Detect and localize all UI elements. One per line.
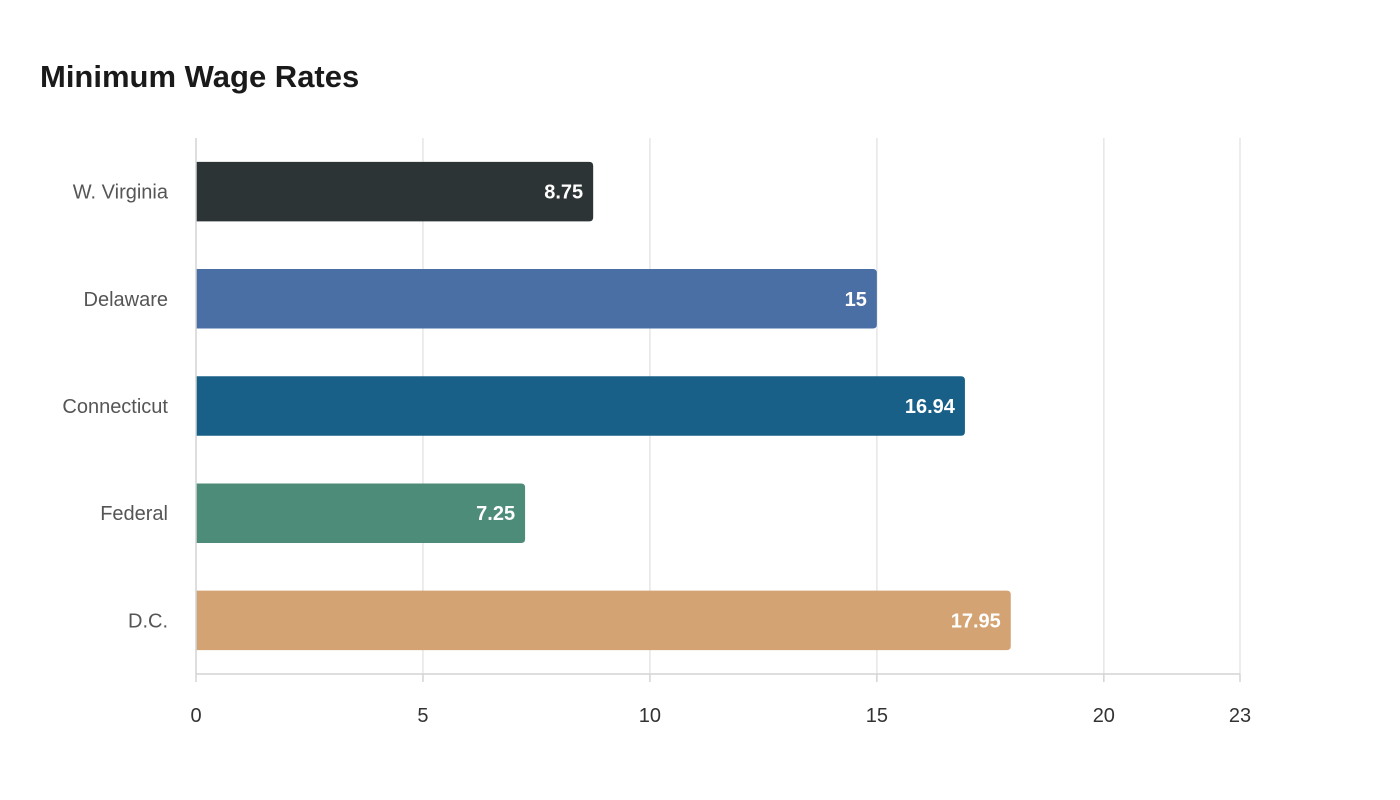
x-tick-label: 0: [190, 705, 201, 727]
category-label: W. Virginia: [73, 182, 169, 204]
bars: [196, 161, 1011, 651]
bar-federal: [196, 483, 526, 543]
category-label: Delaware: [84, 289, 168, 311]
chart-title: Minimum Wage Rates: [40, 59, 360, 94]
labels: 0 5 10 15 20 23 W. Virginia 8.75 Delaware 15 Conne…: [62, 182, 1251, 727]
category-label: D.C.: [128, 610, 168, 632]
bar-delaware: [196, 269, 877, 329]
category-label: Connecticut: [62, 396, 168, 418]
data-label: 7.25: [476, 503, 515, 525]
x-tick-label: 20: [1093, 705, 1115, 727]
category-label: Federal: [100, 503, 168, 525]
data-label: 8.75: [544, 182, 583, 204]
bar-w-virginia: [196, 161, 594, 222]
data-label: 16.94: [905, 396, 956, 418]
bar-d-c: [196, 590, 1011, 651]
data-label: 15: [845, 289, 867, 311]
x-tick-label: 15: [866, 705, 888, 727]
axes: [195, 138, 1241, 682]
x-tick-label: 5: [417, 705, 428, 727]
data-label: 17.95: [951, 610, 1001, 632]
x-tick-label: 23: [1229, 705, 1251, 727]
bar-connecticut: [196, 376, 965, 436]
x-tick-label: 10: [639, 705, 661, 727]
